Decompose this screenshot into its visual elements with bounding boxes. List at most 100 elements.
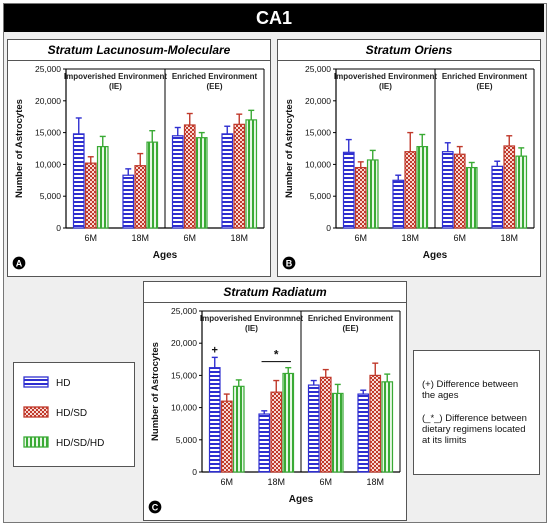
y-tick-label: 15,000	[305, 128, 331, 138]
bar-hd	[122, 174, 135, 229]
legend-swatch-hdsdhd	[23, 436, 49, 448]
legend-swatch-hdsd	[23, 406, 49, 418]
bar-hd-sd-hd	[232, 385, 245, 473]
star-annotation: *	[274, 348, 279, 362]
bar-hd	[258, 413, 271, 473]
group-label: Impoverished Environment	[64, 72, 167, 81]
x-tick-label: 18M	[230, 233, 248, 243]
group-label: (IE)	[379, 82, 392, 91]
y-tick-label: 5,000	[310, 191, 332, 201]
bar-hd-sd	[503, 145, 516, 229]
panel-a: Stratum Lacunosum-Moleculare 0 5,000 10,00…	[7, 39, 271, 277]
x-tick-label: 18M	[366, 477, 384, 487]
notes-box: (+) Difference between the ages (_*_) Di…	[413, 350, 540, 475]
y-tick-label: 0	[326, 223, 331, 233]
bar-hd	[342, 151, 355, 229]
bar-hd-sd-hd	[515, 155, 528, 229]
bar-hd-sd-hd	[381, 381, 394, 473]
y-tick-label: 20,000	[35, 96, 61, 106]
x-axis-title: Ages	[423, 250, 448, 261]
x-tick-label: 6M	[220, 477, 233, 487]
bar-hd-sd	[354, 166, 367, 229]
note-plus-text: Difference between	[436, 379, 519, 390]
x-tick-label: 18M	[401, 233, 419, 243]
x-tick-label: 6M	[354, 233, 367, 243]
panel-badge	[281, 255, 297, 271]
y-tick-label: 20,000	[171, 338, 197, 348]
bar-hd-sd	[369, 374, 382, 473]
bar-hd	[441, 151, 454, 229]
panel-badge-label: A	[16, 259, 23, 269]
panel-badge	[11, 255, 27, 271]
bar-hd-sd-hd	[282, 372, 295, 473]
y-tick-label: 5,000	[176, 435, 198, 445]
y-tick-label: 0	[56, 223, 61, 233]
group-label: Impoverished Environmnet	[200, 314, 303, 323]
panel-c-chart: 0 5,000 10,000 15,000 20,000 25,000Impoverish…	[147, 306, 401, 515]
y-tick-label: 15,000	[35, 128, 61, 138]
group-label: (EE)	[343, 324, 359, 333]
legend-swatches: HD HD/SD HD/SD/HD	[23, 376, 104, 449]
bar-hd	[307, 384, 320, 473]
group-label: (EE)	[477, 82, 493, 91]
panel-b-chart: 0 5,000 10,000 15,000 20,000 25,000Impoverish…	[281, 64, 535, 271]
bar-hd-sd	[319, 376, 332, 473]
note-star-symbol: (_*_)	[422, 413, 443, 424]
y-tick-label: 10,000	[35, 159, 61, 169]
y-tick-label: 10,000	[171, 403, 197, 413]
bar-hd-sd	[404, 151, 417, 229]
x-tick-label: 18M	[131, 233, 149, 243]
panel-badge-label: B	[286, 259, 293, 269]
legend-label-hd: HD	[56, 378, 70, 389]
note-star-line3: at its limits	[422, 435, 467, 446]
figure-title: CA1	[4, 4, 544, 32]
bar-hd-sd-hd	[416, 145, 429, 229]
bar-hd	[72, 133, 85, 229]
legend: HD HD/SD HD/SD/HD	[13, 362, 135, 467]
note-star-text: Difference between	[445, 413, 527, 424]
x-tick-label: 6M	[183, 233, 196, 243]
y-axis-title: Number of Astrocytes	[14, 99, 25, 198]
y-tick-label: 20,000	[305, 96, 331, 106]
y-tick-label: 5,000	[40, 191, 62, 201]
bar-hd-sd	[134, 165, 147, 229]
group-label: Enriched Environment	[308, 314, 394, 323]
legend-label-hdsd: HD/SD	[56, 408, 87, 419]
bar-hd-sd-hd	[366, 159, 379, 229]
x-axis-title: Ages	[153, 250, 178, 261]
panel-badge	[147, 499, 163, 515]
group-label: (EE)	[207, 82, 223, 91]
bar-hd-sd	[233, 123, 246, 229]
group-label: (IE)	[109, 82, 122, 91]
bar-hd	[357, 393, 370, 473]
x-tick-label: 18M	[500, 233, 518, 243]
panel-a-title: Stratum Lacunosum-Moleculare	[8, 40, 270, 61]
y-axis-title: Number of Astrocytes	[284, 99, 295, 198]
group-label: Enriched Environment	[172, 72, 258, 81]
x-tick-label: 6M	[453, 233, 466, 243]
bar-hd-sd	[183, 124, 196, 229]
bar-hd-sd	[453, 153, 466, 229]
note-plus-line2: the ages	[422, 390, 459, 401]
bar-hd-sd-hd	[195, 137, 208, 229]
bar-hd	[392, 179, 405, 229]
note-plus: (+) Difference between	[422, 379, 535, 390]
group-label: Impoverished Environment	[334, 72, 437, 81]
y-tick-label: 15,000	[171, 370, 197, 380]
bar-hd-sd	[270, 391, 283, 473]
y-tick-label: 0	[192, 467, 197, 477]
y-tick-label: 10,000	[305, 159, 331, 169]
note-plus-symbol: (+)	[422, 379, 434, 390]
x-axis-title: Ages	[289, 494, 314, 505]
x-tick-label: 6M	[319, 477, 332, 487]
y-axis-title: Number of Astrocytes	[150, 342, 161, 441]
note-star: (_*_) Difference between	[422, 413, 535, 424]
legend-label-hdsdhd: HD/SD/HD	[56, 438, 104, 449]
bar-hd	[491, 165, 504, 229]
bar-hd-sd	[220, 400, 233, 473]
y-tick-label: 25,000	[35, 64, 61, 74]
bar-hd	[171, 135, 184, 229]
y-tick-label: 25,000	[171, 306, 197, 316]
x-tick-label: 18M	[267, 477, 285, 487]
group-label: (IE)	[245, 324, 258, 333]
